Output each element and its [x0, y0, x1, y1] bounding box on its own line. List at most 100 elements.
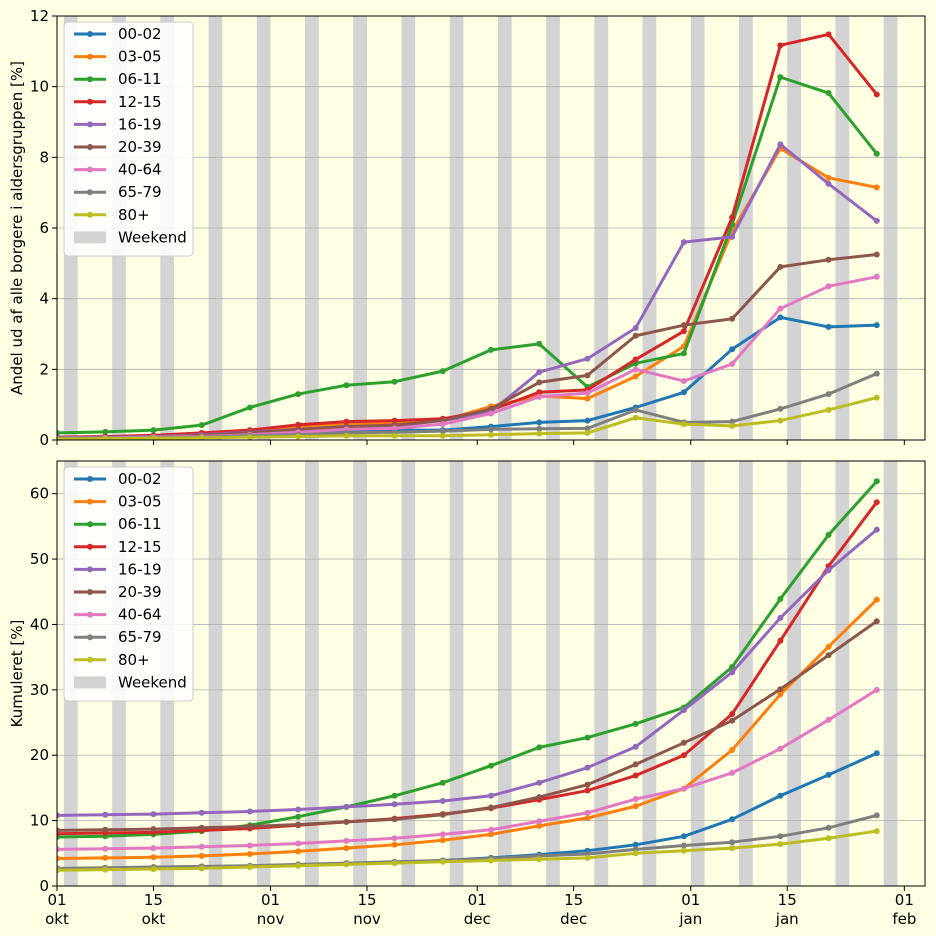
data-point: [391, 432, 398, 439]
legend-swatch-weekend: [74, 676, 106, 689]
data-point: [873, 686, 880, 693]
weekend-band: [932, 461, 936, 886]
data-point: [825, 256, 832, 263]
data-point: [777, 74, 784, 81]
data-point: [391, 860, 398, 867]
legend-swatch-weekend: [74, 231, 106, 244]
data-point: [729, 711, 736, 718]
data-point: [680, 739, 687, 746]
data-point: [150, 427, 157, 434]
data-point: [825, 771, 832, 778]
data-point: [198, 824, 205, 831]
y-tick-label: 50: [30, 550, 49, 568]
legend-marker: [87, 211, 93, 218]
data-point: [57, 846, 60, 853]
series-line-40-64: [57, 688, 878, 851]
data-point: [536, 425, 543, 432]
data-point: [536, 379, 543, 386]
data-point: [439, 428, 446, 435]
data-point: [488, 792, 494, 799]
y-tick-label: 60: [30, 485, 49, 503]
data-point: [777, 691, 784, 698]
legend-marker: [87, 521, 93, 528]
data-point: [150, 435, 157, 440]
legend-marker: [87, 498, 93, 505]
data-point: [246, 823, 253, 830]
data-point: [57, 827, 60, 834]
data-point: [777, 614, 784, 621]
data-point: [873, 91, 880, 98]
x-tick-label: 15: [357, 891, 376, 909]
data-point: [439, 811, 446, 818]
x-tick-label: 15: [778, 891, 797, 909]
series-line-16-19: [57, 528, 878, 817]
data-point: [584, 425, 591, 432]
data-point: [439, 432, 446, 439]
data-point: [295, 813, 302, 820]
data-point: [536, 430, 543, 437]
series-line-20-39: [57, 619, 878, 832]
legend-marker: [87, 611, 93, 618]
data-point: [584, 854, 591, 861]
legend-marker: [87, 98, 93, 105]
data-point: [295, 862, 302, 869]
data-point: [536, 794, 543, 801]
data-point: [873, 394, 880, 401]
data-point: [777, 841, 784, 848]
data-point: [873, 499, 880, 506]
legend-label: 20-39: [118, 138, 162, 156]
data-point: [777, 417, 784, 424]
data-point: [680, 752, 687, 759]
y-tick-label: 10: [30, 78, 49, 96]
data-point: [198, 434, 205, 440]
legend-label: 65-79: [118, 183, 162, 201]
weekend-band: [642, 461, 657, 886]
data-point: [488, 431, 494, 438]
series-line-80+: [57, 829, 877, 872]
legend-label: 00-02: [118, 470, 162, 488]
data-point: [777, 686, 784, 693]
data-point: [632, 414, 639, 421]
data-point: [777, 305, 784, 312]
data-point: [150, 845, 157, 852]
data-point: [729, 214, 736, 221]
data-point: [873, 251, 880, 258]
data-point: [873, 526, 880, 533]
legend-label: 03-05: [118, 48, 162, 66]
x-tick-label: okt: [45, 910, 69, 928]
y-tick-label: 4: [39, 290, 49, 308]
data-point: [488, 857, 494, 864]
weekend-band: [401, 461, 416, 886]
data-point: [632, 850, 639, 857]
data-point: [536, 744, 543, 751]
x-tick-label: 15: [564, 891, 583, 909]
legend-label-weekend: Weekend: [118, 673, 187, 691]
plot-frame: [56, 460, 926, 887]
data-point: [680, 322, 687, 329]
data-point: [825, 283, 832, 290]
data-point: [102, 866, 109, 873]
legend: 00-02 03-05 06-11 12-15 16-19 20-39 40-64 65-79…: [63, 466, 194, 702]
data-point: [873, 828, 880, 835]
legend-label: 06-11: [118, 515, 162, 533]
chart-panel-2: 010203040506001okt15okt01nov15nov01dec15…: [8, 460, 936, 928]
data-point: [680, 350, 687, 357]
weekend-band: [932, 16, 936, 440]
y-tick-label: 6: [39, 219, 49, 237]
data-point: [295, 421, 302, 428]
x-tick-label: 15: [144, 891, 163, 909]
data-point: [680, 707, 687, 714]
data-point: [873, 184, 880, 191]
data-point: [488, 804, 494, 811]
data-point: [632, 743, 639, 750]
data-point: [680, 328, 687, 335]
data-point: [777, 314, 784, 321]
data-point: [246, 864, 253, 871]
series-line-80+: [57, 396, 878, 440]
data-point: [729, 422, 736, 429]
data-point: [680, 833, 687, 840]
data-point: [825, 391, 832, 398]
data-point: [198, 843, 205, 850]
data-point: [439, 779, 446, 786]
legend-label: 40-64: [118, 161, 162, 179]
